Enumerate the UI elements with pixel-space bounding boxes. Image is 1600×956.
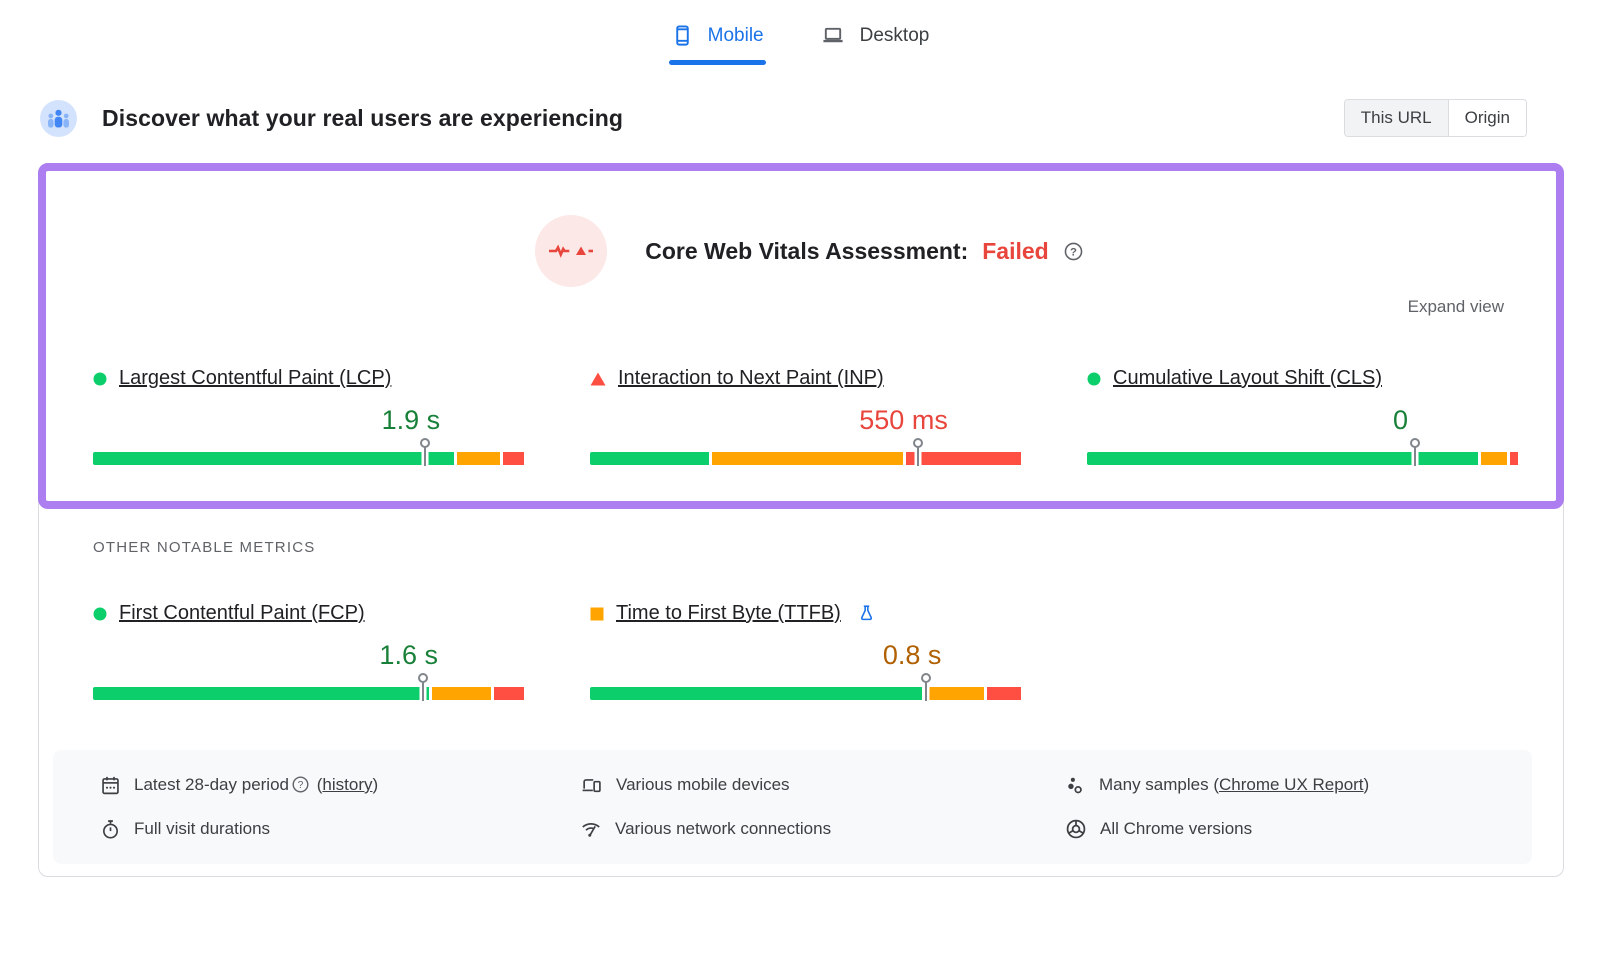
metric-distribution-bar-cls [1087,438,1518,466]
metric-lcp: Largest Contentful Paint (LCP) 1.9 s [93,367,524,466]
footnote-item: Latest 28-day period? (history) [100,774,580,796]
svg-text:?: ? [1070,246,1077,258]
assessment-title: Core Web Vitals Assessment: [645,237,969,264]
footnote-text: All Chrome versions [1100,819,1253,838]
experimental-flask-icon [857,603,876,624]
samples-icon [1065,775,1086,796]
footnote-text: Latest 28-day period? (history) [134,775,379,794]
segment-good [590,452,709,465]
footnote-item: Various network connections [580,818,1065,840]
metric-value-ttfb: 0.8 s [882,640,942,670]
tab-mobile[interactable]: Mobile [668,8,766,65]
core-metrics-row: Largest Contentful Paint (LCP) 1.9 s Inter… [93,367,1526,466]
segment-needs_improvement [457,452,500,465]
tab-desktop-label: Desktop [859,24,930,46]
segment-needs_improvement [712,452,904,465]
this-url-button[interactable]: This URL [1344,100,1448,136]
status-good-icon [1087,372,1101,386]
segment-poor [906,452,1021,465]
status-poor-icon [590,372,606,386]
footnote-item: Various mobile devices [580,774,1065,796]
field-data-card: Core Web Vitals Assessment: Failed ? Exp… [38,163,1564,877]
status-good-icon [93,607,107,621]
footnote-item: Full visit durations [100,818,580,840]
metric-distribution-bar-fcp [93,673,524,701]
metric-distribution-bar-ttfb [590,673,1021,701]
assessment-header: Core Web Vitals Assessment: Failed ? [93,215,1526,287]
metric-ttfb: Time to First Byte (TTFB) 0.8 s [590,602,1021,701]
segment-poor [502,452,524,465]
metric-link-inp[interactable]: Interaction to Next Paint (INP) [618,367,884,389]
segment-poor [494,687,524,700]
other-metrics-title: OTHER NOTABLE METRICS [93,539,316,556]
data-collection-footnotes: Latest 28-day period? (history) Various m… [53,750,1532,864]
segment-needs_improvement [924,687,984,700]
scope-toggle: This URL Origin [1343,99,1527,137]
core-web-vitals-panel: Core Web Vitals Assessment: Failed ? Exp… [38,163,1564,509]
mobile-phone-icon [671,24,694,47]
segment-poor [987,687,1021,700]
tab-mobile-label: Mobile [707,24,764,46]
segment-poor [1509,452,1518,465]
metric-cls: Cumulative Layout Shift (CLS) 0 [1087,367,1518,466]
status-average-icon [590,607,604,621]
other-metrics-row: First Contentful Paint (FCP) 1.6 s Time to… [39,602,1563,701]
tab-desktop[interactable]: Desktop [818,8,932,65]
expand-view-link[interactable]: Expand view [1407,297,1504,316]
segment-good [1087,452,1478,465]
metric-value-inp: 550 ms [859,405,948,435]
metric-link-lcp[interactable]: Largest Contentful Paint (LCP) [119,367,392,389]
origin-button[interactable]: Origin [1447,100,1526,136]
metric-link-ttfb[interactable]: Time to First Byte (TTFB) [616,602,841,624]
footnote-item: All Chrome versions [1065,818,1532,840]
metric-link-fcp[interactable]: First Contentful Paint (FCP) [119,602,365,624]
help-icon[interactable]: ? [291,775,310,794]
footnote-text: Various mobile devices [616,775,790,794]
footnote-link[interactable]: Chrome UX Report [1218,775,1364,794]
segment-needs_improvement [431,687,492,700]
metric-inp: Interaction to Next Paint (INP) 550 ms [590,367,1021,466]
svg-text:?: ? [298,780,304,791]
footnote-text: Many samples (Chrome UX Report) [1099,775,1370,794]
footnote-text: Full visit durations [134,819,271,838]
assessment-pulse-icon [535,215,608,287]
page-title: Discover what your real users are experi… [102,104,624,131]
metric-value-lcp: 1.9 s [381,405,441,435]
segment-good [93,452,455,465]
stopwatch-icon [100,819,121,840]
segment-good [590,687,922,700]
metric-fcp: First Contentful Paint (FCP) 1.6 s [93,602,524,701]
footnote-item: Many samples (Chrome UX Report) [1065,774,1532,796]
segment-needs_improvement [1481,452,1507,465]
chrome-icon [1065,818,1087,840]
laptop-icon [820,24,846,47]
assessment-status: Failed [982,237,1049,264]
status-good-icon [93,372,107,386]
footnote-text: Various network connections [615,819,832,838]
devices-icon [580,775,603,796]
metric-value-cls: 0 [1393,405,1409,435]
network-icon [580,819,602,840]
real-users-icon [40,99,77,137]
field-data-header: Discover what your real users are experi… [40,99,1527,137]
metric-value-fcp: 1.6 s [379,640,438,670]
metric-link-cls[interactable]: Cumulative Layout Shift (CLS) [1113,367,1383,389]
metric-distribution-bar-lcp [93,438,524,466]
footnote-link[interactable]: history [322,775,373,794]
metric-distribution-bar-inp [590,438,1021,466]
calendar-icon [100,775,121,796]
help-icon[interactable]: ? [1063,241,1084,262]
device-tabs: Mobile Desktop [0,8,1600,65]
segment-good [93,687,429,700]
